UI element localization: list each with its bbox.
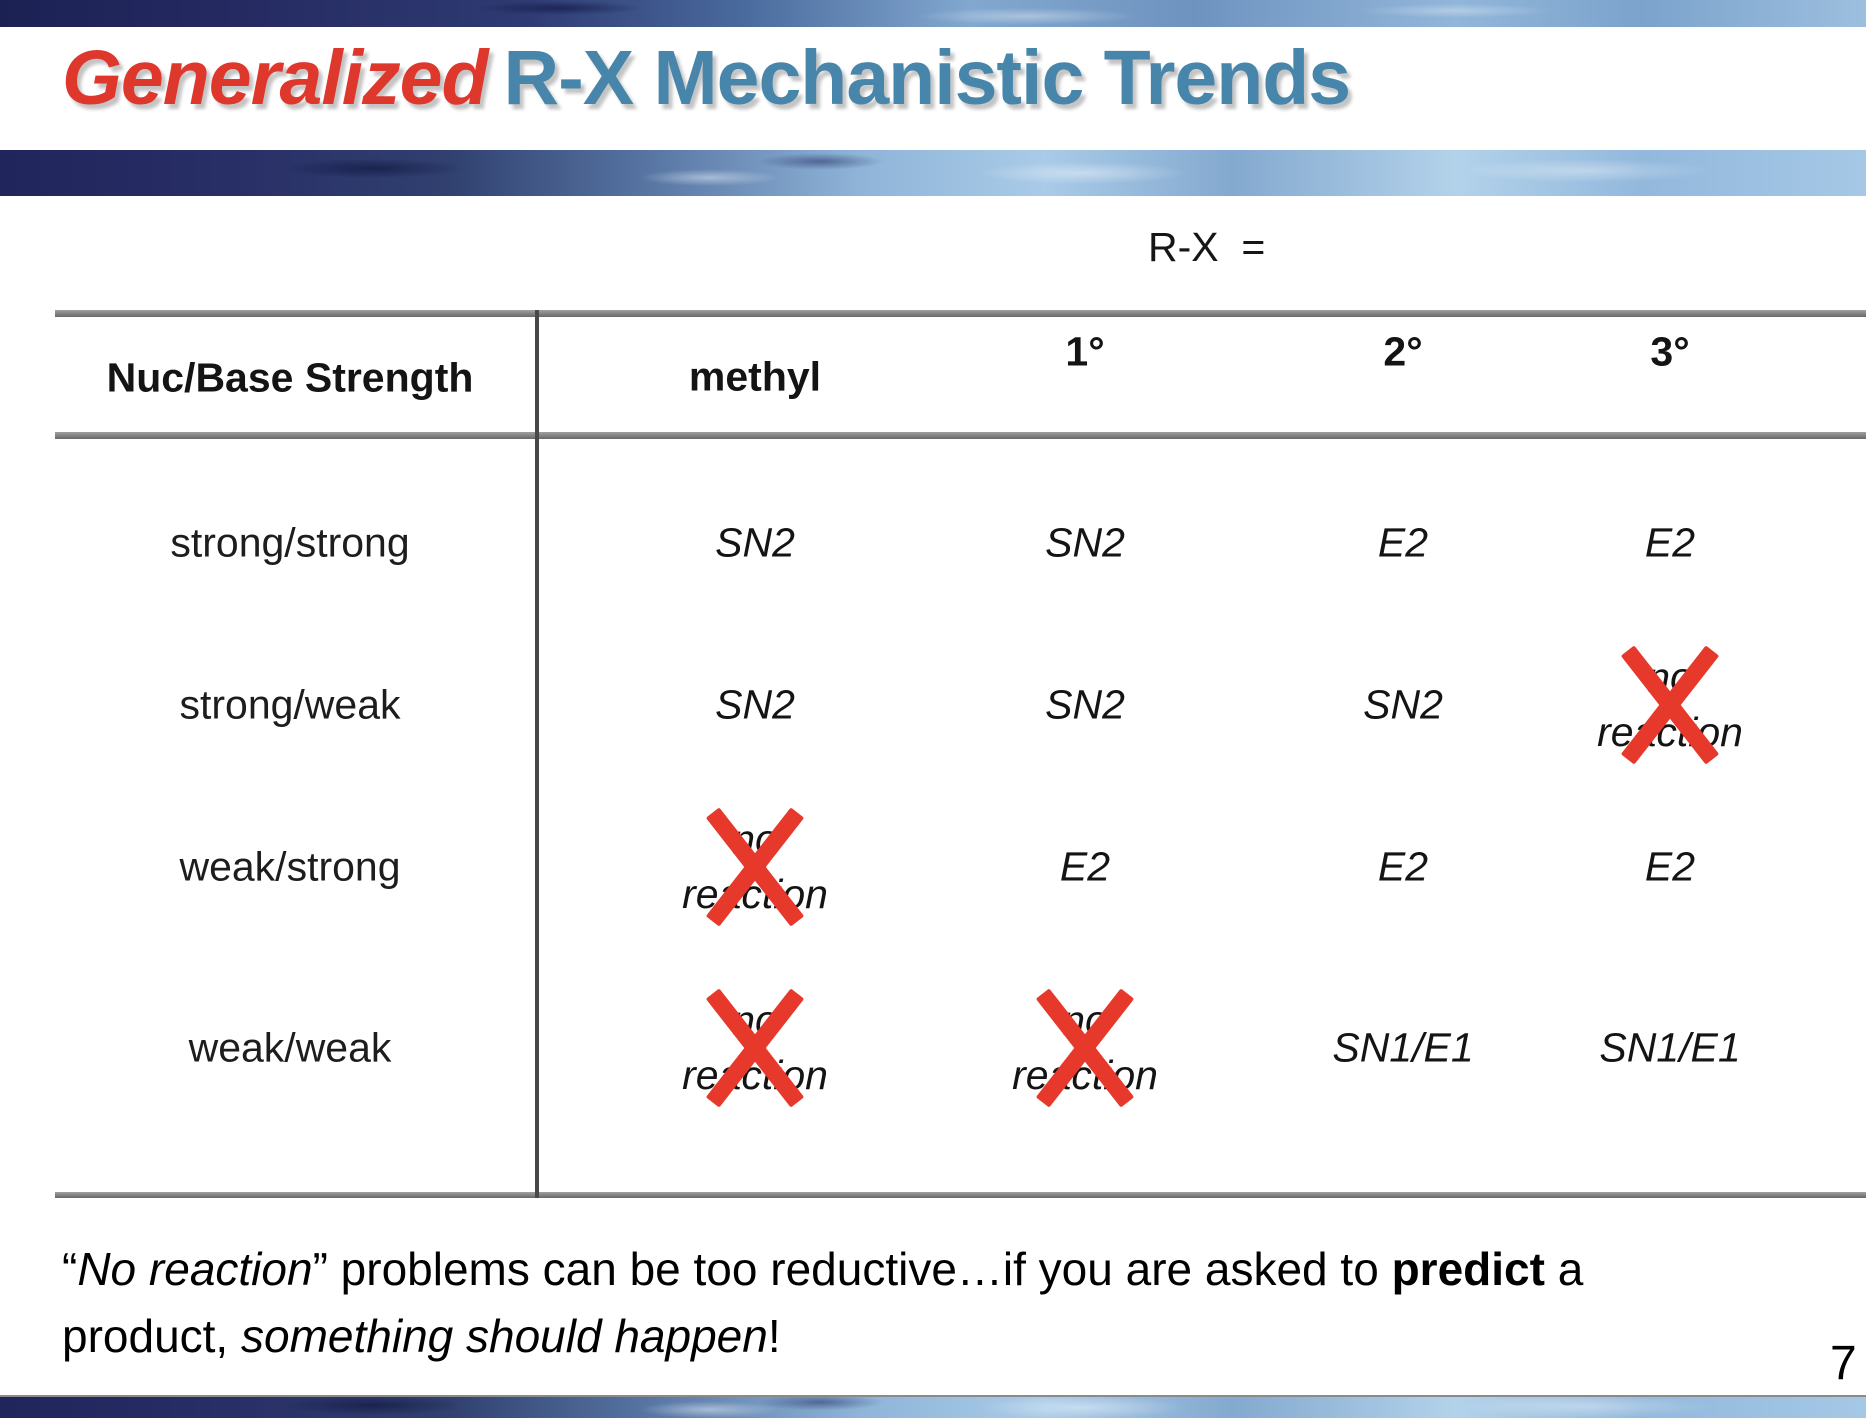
table-cell: E2 [1377, 519, 1429, 566]
table-cell: E2 [1059, 843, 1111, 890]
table-cell: SN2 [715, 681, 795, 728]
table-top-border [55, 310, 1866, 317]
table-cell: SN1/E1 [1599, 1024, 1741, 1071]
table-cell: SN2 [715, 519, 795, 566]
rx-equals-label: R-X = [1148, 224, 1266, 270]
table-cell: E2 [1644, 519, 1696, 566]
footnote-segment: product, [62, 1310, 241, 1362]
red-x-mark [1037, 992, 1133, 1104]
column-header-0: methyl [688, 353, 822, 400]
water-band-under-title [0, 150, 1866, 196]
footnote-segment: “ [62, 1243, 78, 1295]
table-bottom-border [55, 1192, 1866, 1198]
row-label: strong/weak [179, 681, 401, 728]
red-x-mark [707, 992, 803, 1104]
row-label: weak/weak [188, 1024, 392, 1071]
footnote-segment: a [1544, 1243, 1584, 1295]
footnote: “No reaction” problems can be too reduct… [62, 1236, 1832, 1370]
water-band-top [0, 0, 1866, 27]
row-label: strong/strong [170, 519, 410, 566]
title-highlight: Generalized [62, 35, 489, 121]
red-x-mark [1622, 649, 1718, 761]
table-cell: SN2 [1045, 519, 1125, 566]
red-x-mark [707, 811, 803, 923]
table-cell: E2 [1644, 843, 1696, 890]
footnote-segment: ” problems can be too reductive…if you a… [312, 1243, 1392, 1295]
table-cell: SN1/E1 [1332, 1024, 1474, 1071]
table-vertical-divider [535, 310, 539, 1198]
table-cell: E2 [1377, 843, 1429, 890]
page-title: Generalized R-X Mechanistic Trends [62, 34, 1352, 123]
column-header-2: 2° [1383, 328, 1423, 375]
footnote-segment: ! [767, 1310, 781, 1362]
column-header-3: 3° [1650, 328, 1690, 375]
row-header: Nuc/Base Strength [106, 354, 474, 401]
footnote-segment: predict [1391, 1243, 1545, 1295]
page-number: 7 [1830, 1337, 1857, 1390]
title-rest: R-X Mechanistic Trends [503, 35, 1352, 121]
water-band-bottom [0, 1395, 1866, 1418]
footnote-segment: No reaction [77, 1243, 313, 1295]
table-header-divider [55, 432, 1866, 439]
footnote-segment: something should happen [241, 1310, 768, 1362]
table-cell: SN2 [1363, 681, 1443, 728]
row-label: weak/strong [179, 843, 401, 890]
table-cell: SN2 [1045, 681, 1125, 728]
column-header-1: 1° [1065, 328, 1105, 375]
